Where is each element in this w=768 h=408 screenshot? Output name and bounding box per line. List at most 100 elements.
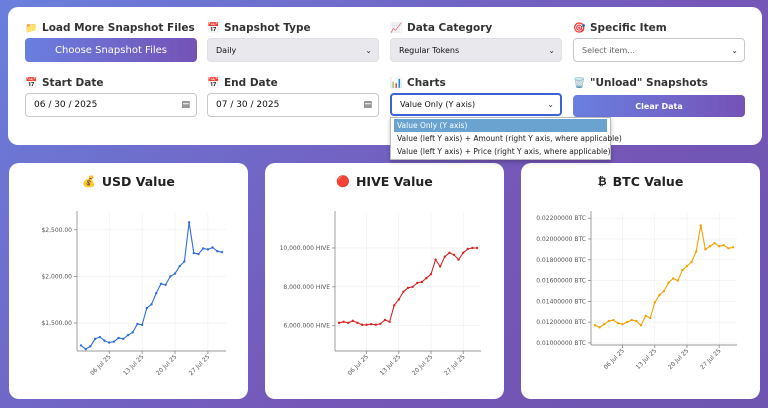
data-point[interactable]: [644, 314, 647, 318]
data-point[interactable]: [699, 224, 702, 227]
data-point[interactable]: [598, 326, 601, 329]
data-point[interactable]: [667, 281, 670, 284]
data-point[interactable]: [616, 321, 620, 325]
data-point[interactable]: [681, 268, 684, 272]
data-point[interactable]: [466, 247, 469, 251]
data-point[interactable]: [388, 320, 391, 324]
data-point[interactable]: [211, 246, 214, 249]
data-point[interactable]: [612, 318, 615, 322]
calendar-picker-icon[interactable]: ▤: [363, 100, 372, 110]
data-point[interactable]: [704, 248, 707, 251]
data-point[interactable]: [658, 293, 661, 297]
data-point[interactable]: [397, 298, 400, 301]
data-point[interactable]: [672, 277, 675, 280]
charts-option[interactable]: Value Only (Y axis): [394, 119, 607, 132]
data-point[interactable]: [649, 316, 652, 320]
data-point[interactable]: [635, 319, 638, 323]
data-point[interactable]: [216, 250, 219, 253]
data-category-select[interactable]: Regular Tokens ⌄: [390, 38, 562, 62]
data-point[interactable]: [379, 322, 382, 325]
data-point[interactable]: [639, 324, 643, 327]
specific-item-select[interactable]: Select item... ⌄: [573, 38, 745, 62]
data-point[interactable]: [197, 252, 200, 256]
data-point[interactable]: [593, 324, 597, 327]
data-point[interactable]: [365, 323, 368, 326]
data-point[interactable]: [374, 323, 377, 326]
charts-select[interactable]: Value Only (Y axis) ⌄: [390, 93, 562, 116]
choose-snapshot-files-button[interactable]: Choose Snapshot Files: [25, 38, 197, 62]
data-point[interactable]: [206, 248, 210, 251]
data-point[interactable]: [411, 285, 414, 289]
data-point[interactable]: [471, 246, 474, 250]
data-point[interactable]: [89, 345, 92, 348]
data-point[interactable]: [443, 255, 446, 258]
data-point[interactable]: [155, 291, 158, 295]
charts-option[interactable]: Value (left Y axis) + Amount (right Y ax…: [397, 134, 622, 143]
data-point[interactable]: [220, 250, 224, 254]
data-point[interactable]: [131, 331, 134, 334]
data-point[interactable]: [630, 318, 633, 322]
data-point[interactable]: [84, 347, 87, 351]
data-point[interactable]: [731, 246, 735, 249]
data-point[interactable]: [626, 320, 629, 324]
data-point[interactable]: [98, 335, 102, 339]
data-point[interactable]: [462, 251, 465, 255]
data-point[interactable]: [183, 260, 186, 263]
calendar-picker-icon[interactable]: ▤: [181, 100, 190, 110]
clear-data-button[interactable]: Clear Data: [573, 95, 745, 117]
data-point[interactable]: [434, 258, 437, 261]
data-point[interactable]: [140, 323, 144, 327]
data-point[interactable]: [112, 340, 116, 343]
data-point[interactable]: [425, 276, 428, 280]
start-date-input[interactable]: 06 / 30 / 2025 ▤: [25, 93, 197, 117]
data-point[interactable]: [108, 341, 111, 344]
data-point[interactable]: [159, 282, 163, 286]
data-point[interactable]: [603, 323, 606, 326]
data-point[interactable]: [192, 251, 195, 255]
charts-option[interactable]: Value (left Y axis) + Price (right Y axi…: [397, 147, 611, 156]
end-date-input[interactable]: 07 / 30 / 2025 ▤: [207, 93, 379, 117]
data-point[interactable]: [676, 279, 679, 282]
data-point[interactable]: [621, 323, 624, 326]
data-point[interactable]: [406, 286, 410, 290]
data-point[interactable]: [607, 319, 610, 323]
data-point[interactable]: [351, 319, 354, 323]
data-point[interactable]: [452, 253, 456, 256]
snapshot-type-select[interactable]: Daily ⌄: [207, 38, 379, 62]
data-point[interactable]: [662, 289, 666, 293]
data-point[interactable]: [360, 323, 364, 326]
data-point[interactable]: [429, 273, 433, 276]
data-point[interactable]: [169, 275, 172, 278]
data-point[interactable]: [93, 337, 97, 341]
data-point[interactable]: [117, 336, 120, 340]
data-point[interactable]: [439, 265, 442, 268]
data-point[interactable]: [448, 251, 451, 255]
data-point[interactable]: [402, 290, 405, 293]
data-point[interactable]: [713, 241, 716, 245]
data-point[interactable]: [457, 258, 460, 261]
data-point[interactable]: [727, 247, 730, 250]
data-point[interactable]: [722, 244, 725, 247]
data-point[interactable]: [475, 246, 479, 250]
data-point[interactable]: [393, 304, 396, 307]
data-point[interactable]: [202, 247, 205, 250]
data-point[interactable]: [383, 318, 387, 322]
data-point[interactable]: [416, 281, 419, 285]
data-point[interactable]: [356, 321, 359, 325]
data-point[interactable]: [370, 322, 373, 326]
data-point[interactable]: [136, 322, 139, 326]
data-point[interactable]: [178, 264, 181, 268]
data-point[interactable]: [685, 264, 689, 268]
data-point[interactable]: [187, 221, 191, 224]
data-point[interactable]: [173, 272, 177, 275]
data-point[interactable]: [122, 337, 125, 341]
data-point[interactable]: [150, 303, 153, 306]
data-point[interactable]: [708, 245, 712, 248]
data-point[interactable]: [347, 321, 350, 325]
data-point[interactable]: [653, 301, 656, 304]
data-point[interactable]: [145, 306, 148, 310]
data-point[interactable]: [690, 260, 693, 264]
data-point[interactable]: [718, 245, 721, 248]
data-point[interactable]: [420, 280, 423, 284]
data-point[interactable]: [342, 320, 345, 324]
